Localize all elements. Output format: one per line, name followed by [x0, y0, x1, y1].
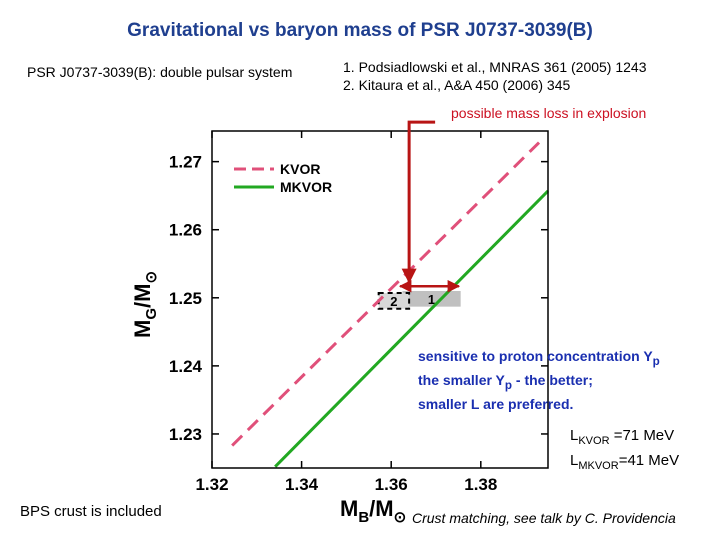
y-tick-label: 1.24	[169, 357, 203, 376]
legend-label-kvor: KVOR	[280, 161, 320, 177]
y-tick-label: 1.27	[169, 153, 202, 172]
y-tick-label: 1.26	[169, 221, 202, 240]
reference-list: 1. Podsiadlowski et al., MNRAS 361 (2005…	[343, 58, 647, 94]
crust-matching-note: Crust matching, see talk by C. Providenc…	[412, 510, 676, 526]
y-axis-title-group: MG/M⊙	[130, 271, 160, 338]
l-value-mkvor: LMKVOR=41 MeV	[570, 452, 680, 472]
y-axis-title: MG/M⊙	[130, 271, 160, 338]
sensitivity-line-1: sensitive to proton concentration Yp	[418, 348, 660, 368]
explosion-marker-arrow	[401, 120, 436, 284]
crust-note: BPS crust is included	[20, 503, 162, 520]
legend-label-mkvor: MKVOR	[280, 179, 332, 195]
page-title: Gravitational vs baryon mass of PSR J073…	[127, 20, 593, 41]
plot-frame	[211, 130, 549, 469]
l-values: LKVOR =71 MeV LMKVOR=41 MeV	[570, 426, 679, 476]
sensitivity-line-3: smaller L are preferred.	[418, 395, 574, 412]
series-line-mkvor	[274, 189, 550, 468]
system-note: PSR J0737-3039(B): double pulsar system	[27, 64, 293, 80]
x-tick-label: 1.32	[195, 475, 228, 494]
series-line-kvor	[231, 141, 541, 447]
x-tick-label: 1.38	[464, 475, 497, 494]
reference-1: 1. Podsiadlowski et al., MNRAS 361 (2005…	[343, 59, 647, 75]
y-tick-label: 1.23	[169, 425, 202, 444]
constraint-box-label-1: 1	[428, 292, 435, 307]
mass-loss-note: possible mass loss in explosion	[451, 105, 647, 121]
sensitivity-line-2: the smaller Yp - the better;	[418, 371, 593, 392]
sensitivity-note: sensitive to proton concentration Yp the…	[418, 347, 660, 414]
y-tick-label: 1.25	[169, 289, 202, 308]
x-axis-title: MB/M⊙	[340, 496, 406, 526]
reference-2: 2. Kitaura et al., A&A 450 (2006) 345	[343, 77, 571, 93]
x-tick-label: 1.34	[285, 475, 319, 494]
x-tick-label: 1.36	[375, 475, 408, 494]
l-value-kvor: LKVOR =71 MeV	[570, 427, 675, 447]
constraint-box-label-2: 2	[390, 294, 397, 309]
